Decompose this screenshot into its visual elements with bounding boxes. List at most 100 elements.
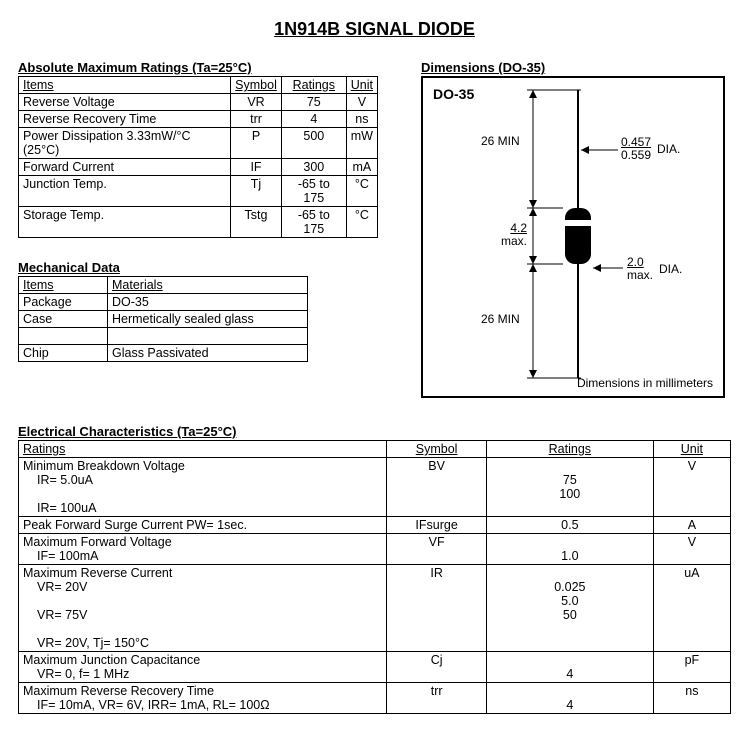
cell: IF bbox=[231, 159, 282, 176]
cell: 1.0 bbox=[486, 534, 653, 565]
dia-label-2: DIA. bbox=[659, 262, 682, 276]
elec-heading: Electrical Characteristics (Ta=25°C) bbox=[18, 424, 731, 439]
table-row: Power Dissipation 3.33mW/°C (25°C)P500mW bbox=[19, 128, 378, 159]
cell: Minimum Breakdown VoltageIR= 5.0uAIR= 10… bbox=[19, 458, 387, 517]
table-row: Maximum Forward VoltageIF= 100mAVF 1.0V bbox=[19, 534, 731, 565]
cell: Chip bbox=[19, 345, 108, 362]
table-row: Junction Temp.Tj-65 to 175°C bbox=[19, 176, 378, 207]
cell: 4 bbox=[486, 683, 653, 714]
cell: uA bbox=[653, 565, 730, 652]
cell: 500 bbox=[281, 128, 346, 159]
cell: BV bbox=[387, 458, 487, 517]
table-row: PackageDO-35 bbox=[19, 294, 308, 311]
cell: -65 to 175 bbox=[281, 176, 346, 207]
cell: Tstg bbox=[231, 207, 282, 238]
cell: mA bbox=[346, 159, 377, 176]
dims-heading: Dimensions (DO-35) bbox=[421, 60, 731, 75]
mech-h1: Materials bbox=[108, 277, 308, 294]
cell: 75100 bbox=[486, 458, 653, 517]
cell: Maximum Reverse CurrentVR= 20VVR= 75VVR=… bbox=[19, 565, 387, 652]
cell: Storage Temp. bbox=[19, 207, 231, 238]
cell: Maximum Reverse Recovery TimeIF= 10mA, V… bbox=[19, 683, 387, 714]
cell: Tj bbox=[231, 176, 282, 207]
lead-dia-top: 0.457 bbox=[621, 135, 651, 149]
cell: 0.5 bbox=[486, 517, 653, 534]
table-row: Reverse VoltageVR75V bbox=[19, 94, 378, 111]
cell: Peak Forward Surge Current PW= 1sec. bbox=[19, 517, 387, 534]
cell: V bbox=[653, 534, 730, 565]
cell: Junction Temp. bbox=[19, 176, 231, 207]
table-row: ChipGlass Passivated bbox=[19, 345, 308, 362]
cell: Maximum Forward VoltageIF= 100mA bbox=[19, 534, 387, 565]
body-len: 4.2 bbox=[510, 221, 527, 235]
cell: pF bbox=[653, 652, 730, 683]
table-row: CaseHermetically sealed glass bbox=[19, 311, 308, 328]
dims-diagram: DO-35 bbox=[421, 76, 725, 398]
page-title: 1N914B SIGNAL DIODE bbox=[18, 19, 731, 40]
cell: mW bbox=[346, 128, 377, 159]
body-dia-bot: max. bbox=[627, 268, 653, 282]
table-row bbox=[19, 328, 308, 345]
mech-table: Items Materials PackageDO-35 CaseHermeti… bbox=[18, 276, 308, 362]
cell: IR bbox=[387, 565, 487, 652]
cell: VF bbox=[387, 534, 487, 565]
elec-h3: Unit bbox=[653, 441, 730, 458]
abs-h3: Unit bbox=[346, 77, 377, 94]
table-row: Peak Forward Surge Current PW= 1sec.IFsu… bbox=[19, 517, 731, 534]
body-len-sub: max. bbox=[501, 234, 527, 248]
table-row: Forward CurrentIF300mA bbox=[19, 159, 378, 176]
cell: 75 bbox=[281, 94, 346, 111]
cell: -65 to 175 bbox=[281, 207, 346, 238]
cell: Cj bbox=[387, 652, 487, 683]
table-row: Maximum Reverse CurrentVR= 20VVR= 75VVR=… bbox=[19, 565, 731, 652]
elec-h2: Ratings bbox=[486, 441, 653, 458]
dims-footer: Dimensions in millimeters bbox=[577, 376, 713, 390]
cell: 0.0255.050 bbox=[486, 565, 653, 652]
table-row: Maximum Reverse Recovery TimeIF= 10mA, V… bbox=[19, 683, 731, 714]
table-row: Maximum Junction CapacitanceVR= 0, f= 1 … bbox=[19, 652, 731, 683]
cell: °C bbox=[346, 207, 377, 238]
elec-table: Ratings Symbol Ratings Unit Minimum Brea… bbox=[18, 440, 731, 714]
elec-h1: Symbol bbox=[387, 441, 487, 458]
cell: Hermetically sealed glass bbox=[108, 311, 308, 328]
cell: trr bbox=[387, 683, 487, 714]
body-dia-top: 2.0 bbox=[627, 255, 644, 269]
abs-heading: Absolute Maximum Ratings (Ta=25°C) bbox=[18, 60, 378, 75]
cell: Reverse Voltage bbox=[19, 94, 231, 111]
cell: DO-35 bbox=[108, 294, 308, 311]
abs-h1: Symbol bbox=[231, 77, 282, 94]
cell bbox=[19, 328, 108, 345]
lead-dia-bot: 0.559 bbox=[621, 148, 651, 162]
cell: Maximum Junction CapacitanceVR= 0, f= 1 … bbox=[19, 652, 387, 683]
cell: IFsurge bbox=[387, 517, 487, 534]
cell: ns bbox=[346, 111, 377, 128]
cell: Forward Current bbox=[19, 159, 231, 176]
abs-table: Items Symbol Ratings Unit Reverse Voltag… bbox=[18, 76, 378, 238]
cell: P bbox=[231, 128, 282, 159]
cell: Package bbox=[19, 294, 108, 311]
cell: 4 bbox=[486, 652, 653, 683]
cell: 4 bbox=[281, 111, 346, 128]
cell: trr bbox=[231, 111, 282, 128]
cell: V bbox=[346, 94, 377, 111]
cell bbox=[108, 328, 308, 345]
cell: 300 bbox=[281, 159, 346, 176]
table-row: Reverse Recovery Timetrr4ns bbox=[19, 111, 378, 128]
table-row: Storage Temp.Tstg-65 to 175°C bbox=[19, 207, 378, 238]
dia-label-1: DIA. bbox=[657, 142, 680, 156]
mech-heading: Mechanical Data bbox=[18, 260, 378, 275]
cell: V bbox=[653, 458, 730, 517]
cell: °C bbox=[346, 176, 377, 207]
cell: Case bbox=[19, 311, 108, 328]
cell: ns bbox=[653, 683, 730, 714]
abs-h2: Ratings bbox=[281, 77, 346, 94]
lead-len-bot: 26 MIN bbox=[481, 312, 520, 326]
cell: VR bbox=[231, 94, 282, 111]
mech-h0: Items bbox=[19, 277, 108, 294]
lead-len-top: 26 MIN bbox=[481, 134, 520, 148]
cell: A bbox=[653, 517, 730, 534]
table-row: Minimum Breakdown VoltageIR= 5.0uAIR= 10… bbox=[19, 458, 731, 517]
cell: Power Dissipation 3.33mW/°C (25°C) bbox=[19, 128, 231, 159]
cell: Reverse Recovery Time bbox=[19, 111, 231, 128]
abs-h0: Items bbox=[19, 77, 231, 94]
